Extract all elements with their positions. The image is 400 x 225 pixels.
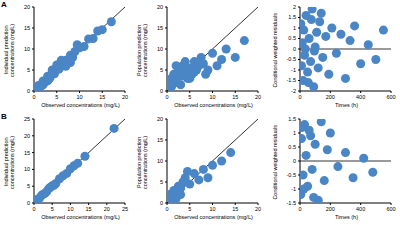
svg-text:-1: -1 — [291, 186, 296, 192]
svg-text:15: 15 — [24, 150, 30, 156]
svg-text:5: 5 — [51, 206, 54, 212]
svg-text:-1: -1 — [291, 67, 296, 73]
svg-text:1.5: 1.5 — [288, 14, 296, 20]
svg-text:5: 5 — [160, 179, 163, 185]
svg-text:0: 0 — [165, 206, 168, 212]
svg-text:1.5: 1.5 — [288, 116, 296, 122]
svg-text:15: 15 — [157, 25, 163, 31]
svg-text:5: 5 — [27, 183, 30, 189]
svg-text:20: 20 — [24, 133, 30, 139]
html-text:Observed concentrations (mg/L): Observed concentrations (mg/L) — [41, 102, 120, 108]
svg-text:20: 20 — [157, 4, 163, 10]
html-text:Individual prediction concentr: Individual prediction concentrations (mg… — [3, 135, 15, 189]
svg-text:10: 10 — [157, 158, 163, 164]
svg-text:5: 5 — [160, 67, 163, 73]
svg-text:0: 0 — [293, 158, 296, 164]
svg-text:0: 0 — [293, 46, 296, 52]
svg-text:600: 600 — [386, 206, 392, 212]
svg-text:0: 0 — [32, 206, 35, 212]
svg-text:0: 0 — [27, 200, 30, 206]
html-text:Conditional weighted residuals: Conditional weighted residuals — [272, 124, 278, 200]
svg-text:0: 0 — [32, 94, 35, 100]
svg-text:10: 10 — [76, 94, 82, 100]
svg-text:15: 15 — [86, 206, 92, 212]
svg-text:10: 10 — [209, 206, 215, 212]
svg-text:15: 15 — [232, 94, 238, 100]
svg-text:0: 0 — [165, 94, 168, 100]
svg-text:0: 0 — [160, 88, 163, 94]
svg-text:20: 20 — [122, 94, 128, 100]
html-text:Times (h): Times (h) — [335, 214, 358, 220]
svg-text:5: 5 — [188, 94, 191, 100]
svg-text:15: 15 — [99, 94, 105, 100]
svg-text:1: 1 — [293, 130, 296, 136]
svg-text:15: 15 — [232, 206, 238, 212]
html-text:Individual prediction concentr: Individual prediction concentrations (mg… — [3, 23, 15, 77]
svg-text:25: 25 — [122, 206, 128, 212]
svg-text:5: 5 — [27, 67, 30, 73]
svg-text:10: 10 — [157, 46, 163, 52]
svg-text:1: 1 — [293, 25, 296, 31]
svg-text:5: 5 — [55, 94, 58, 100]
html-text:A: A — [1, 0, 7, 9]
svg-text:15: 15 — [157, 137, 163, 143]
svg-text:-0.5: -0.5 — [287, 172, 296, 178]
svg-text:200: 200 — [326, 206, 335, 212]
html-text:Observed concentrations (mg/L): Observed concentrations (mg/L) — [174, 214, 253, 220]
svg-text:-1.5: -1.5 — [287, 200, 296, 206]
svg-text:10: 10 — [67, 206, 73, 212]
svg-text:-0.5: -0.5 — [287, 56, 296, 62]
svg-text:25: 25 — [24, 116, 30, 122]
svg-text:20: 20 — [24, 4, 30, 10]
svg-text:10: 10 — [24, 166, 30, 172]
svg-text:5: 5 — [188, 206, 191, 212]
svg-text:20: 20 — [104, 206, 110, 212]
svg-text:0: 0 — [160, 200, 163, 206]
svg-text:-1.5: -1.5 — [287, 77, 296, 83]
svg-text:20: 20 — [157, 116, 163, 122]
svg-text:0: 0 — [27, 88, 30, 94]
html-text:Observed concentrations (mg/L): Observed concentrations (mg/L) — [174, 102, 253, 108]
html-text:Population prediction concentr: Population prediction concentrations (mg… — [136, 136, 148, 189]
svg-text:400: 400 — [356, 94, 365, 100]
html-text:Population prediction concentr: Population prediction concentrations (mg… — [136, 24, 148, 77]
svg-text:15: 15 — [24, 25, 30, 31]
svg-text:20: 20 — [255, 206, 261, 212]
svg-text:0: 0 — [298, 206, 301, 212]
svg-text:10: 10 — [24, 46, 30, 52]
svg-text:0.5: 0.5 — [288, 35, 296, 41]
svg-text:200: 200 — [326, 94, 335, 100]
svg-text:600: 600 — [386, 94, 392, 100]
svg-text:0.5: 0.5 — [288, 144, 296, 150]
svg-text:2: 2 — [293, 4, 296, 10]
html-text:Observed concentrations (mg/L): Observed concentrations (mg/L) — [41, 214, 120, 220]
svg-text:0: 0 — [298, 94, 301, 100]
svg-text:400: 400 — [356, 206, 365, 212]
html-text:B: B — [1, 112, 7, 121]
svg-text:10: 10 — [209, 94, 215, 100]
html-text:Times (h): Times (h) — [335, 102, 358, 108]
svg-text:20: 20 — [255, 94, 261, 100]
svg-text:-2: -2 — [291, 88, 296, 94]
html-text:Conditional weighted residuals: Conditional weighted residuals — [272, 12, 278, 88]
